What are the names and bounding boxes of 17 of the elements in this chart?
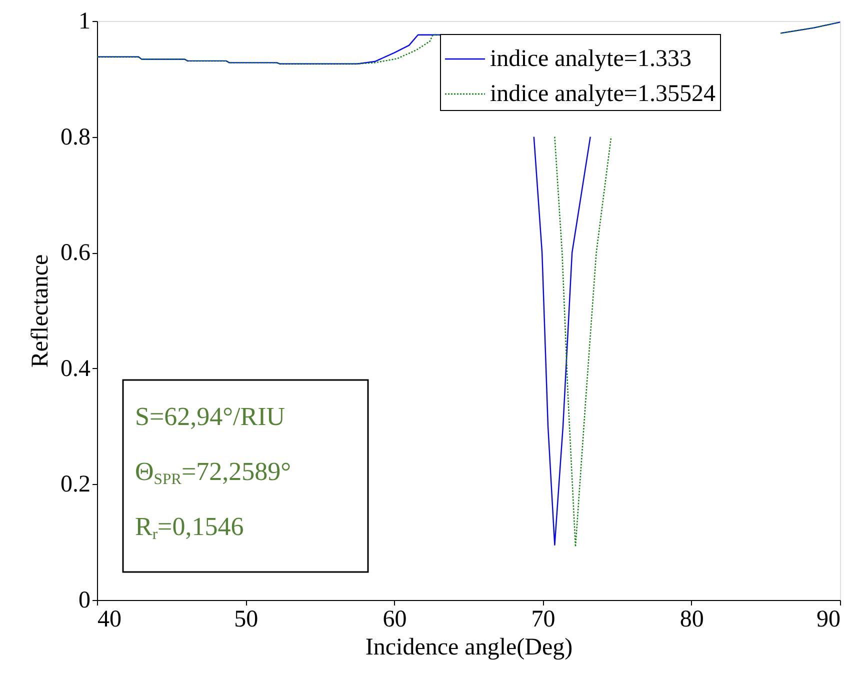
- y-tick-label: 0.4: [60, 356, 90, 382]
- x-tick-label: 50: [234, 606, 258, 632]
- y-tick-label: 0.6: [60, 240, 90, 266]
- x-tick-label: 40: [98, 606, 122, 632]
- legend-label: indice analyte=1.35524: [490, 81, 716, 107]
- y-tick-label: 1: [78, 8, 90, 34]
- legend-label: indice analyte=1.333: [490, 46, 692, 72]
- x-tick-label: 80: [680, 606, 704, 632]
- y-axis-title: Reflectance: [28, 254, 54, 368]
- x-tick-label: 90: [816, 606, 840, 632]
- y-tick-label: 0.2: [60, 472, 90, 498]
- x-tick-label: 60: [382, 606, 407, 632]
- x-axis-title: Incidence angle(Deg): [365, 634, 573, 660]
- y-tick-label: 0: [78, 588, 90, 614]
- y-tick-label: 0.8: [60, 124, 90, 150]
- annotation: S=62,94°/RIU: [135, 402, 286, 431]
- x-tick-label: 70: [531, 606, 556, 632]
